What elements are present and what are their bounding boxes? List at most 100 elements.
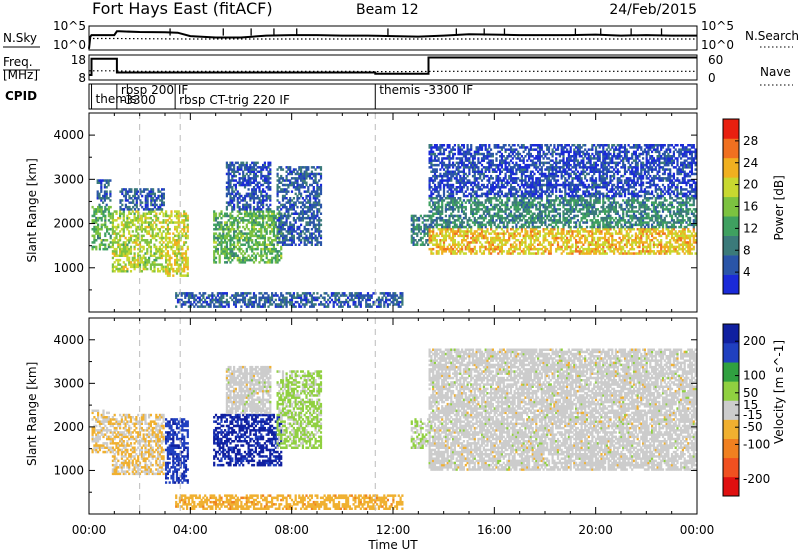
data-cell (491, 219, 494, 222)
data-cell (433, 219, 437, 222)
data-cell (455, 214, 458, 218)
data-cell (278, 219, 281, 222)
data-cell (93, 234, 96, 238)
data-cell (444, 239, 447, 242)
data-cell (225, 188, 228, 191)
data-cell (158, 241, 161, 244)
data-cell (502, 230, 505, 233)
data-cell (425, 228, 428, 231)
data-cell (105, 197, 108, 200)
data-cell (533, 228, 536, 231)
data-cell (249, 232, 252, 235)
data-cell (146, 188, 149, 191)
data-cell (591, 234, 594, 238)
data-cell (292, 305, 295, 308)
data-cell (247, 228, 250, 231)
data-cell (229, 163, 232, 167)
data-cell (549, 219, 552, 222)
data-cell (269, 236, 272, 240)
data-cell (312, 197, 315, 200)
data-cell (587, 210, 590, 213)
data-cell (229, 228, 232, 231)
data-cell (473, 208, 476, 211)
data-cell (495, 234, 498, 238)
data-cell (689, 230, 692, 233)
data-cell (251, 225, 254, 229)
data-cell (262, 225, 265, 229)
data-cell (649, 243, 652, 246)
data-cell (227, 258, 230, 262)
data-cell (301, 186, 304, 189)
data-cell (453, 223, 456, 227)
data-cell (155, 197, 158, 200)
data-cell (596, 236, 599, 240)
data-cell (309, 216, 312, 220)
data-cell (439, 205, 442, 209)
data-cell (616, 232, 619, 235)
data-cell (218, 300, 221, 304)
data-cell (234, 300, 237, 304)
data-cell (231, 294, 234, 297)
data-cell (128, 261, 131, 264)
data-cell (585, 239, 589, 242)
data-cell (540, 203, 543, 207)
data-cell (225, 186, 228, 189)
data-cell (660, 239, 663, 242)
data-cell (504, 210, 507, 213)
data-cell (260, 254, 263, 257)
data-cell (511, 250, 514, 253)
data-cell (566, 241, 569, 244)
data-cell (129, 261, 133, 264)
data-cell (665, 252, 668, 255)
data-cell (184, 241, 188, 244)
data-cell (607, 241, 610, 244)
data-cell (488, 245, 491, 249)
data-cell (531, 201, 534, 204)
data-cell (379, 298, 382, 302)
data-cell (520, 197, 523, 200)
data-cell (473, 230, 476, 233)
data-cell (499, 225, 502, 229)
data-cell (522, 223, 525, 227)
data-cell (477, 236, 480, 240)
data-cell (631, 245, 634, 249)
data-cell (220, 247, 223, 251)
data-cell (531, 205, 534, 209)
data-cell (247, 168, 250, 171)
data-cell (133, 203, 137, 207)
data-cell (113, 232, 116, 235)
data-cell (233, 183, 236, 187)
data-cell (575, 199, 578, 202)
data-cell (488, 210, 491, 213)
data-cell (166, 236, 169, 240)
data-cell (549, 201, 552, 204)
data-cell (152, 188, 155, 191)
data-cell (482, 245, 485, 249)
data-cell (119, 252, 122, 255)
data-cell (428, 236, 431, 240)
data-cell (660, 241, 663, 244)
data-cell (290, 300, 294, 304)
data-cell (544, 236, 547, 240)
data-cell (318, 219, 321, 222)
data-cell (242, 239, 245, 242)
data-cell (242, 205, 245, 209)
data-cell (153, 254, 156, 257)
data-cell (140, 239, 143, 242)
data-cell (667, 241, 670, 244)
data-cell (128, 247, 131, 251)
data-cell (314, 223, 317, 227)
data-cell (251, 190, 254, 193)
data-cell (589, 225, 592, 229)
data-cell (473, 223, 476, 227)
data-cell (123, 188, 126, 191)
data-cell (522, 247, 525, 251)
data-cell (121, 192, 124, 196)
data-cell (280, 230, 283, 233)
data-cell (95, 232, 98, 235)
data-cell (502, 232, 505, 235)
data-cell (175, 245, 179, 249)
data-cell (260, 234, 263, 238)
data-cell (305, 170, 308, 173)
data-cell (91, 241, 94, 244)
